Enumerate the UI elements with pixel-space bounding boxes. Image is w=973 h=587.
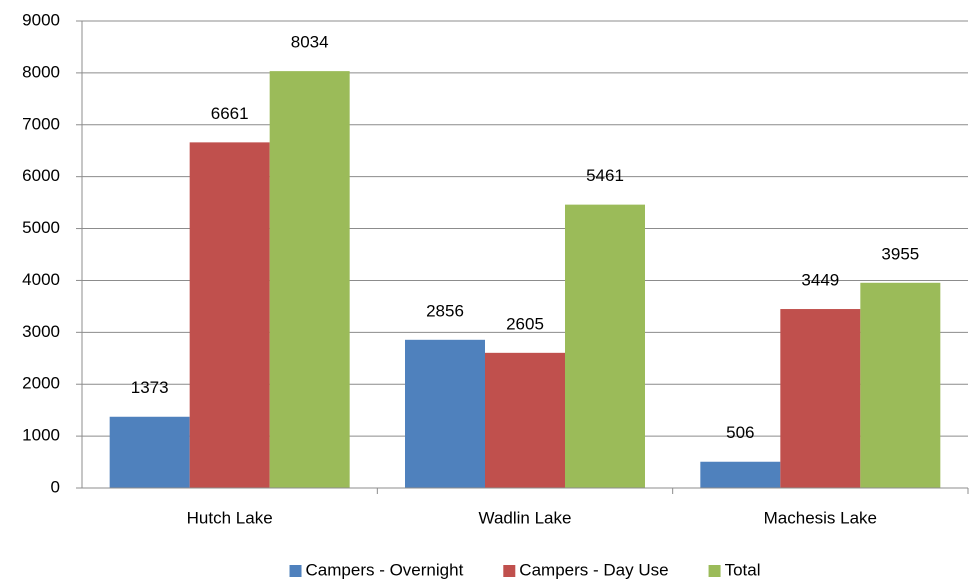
legend-swatch <box>708 565 721 577</box>
legend-label: Campers - Day Use <box>519 560 668 579</box>
y-tick-label: 2000 <box>22 374 60 393</box>
x-tick-label: Wadlin Lake <box>479 508 572 527</box>
y-tick-label: 4000 <box>22 270 60 289</box>
x-tick-label: Hutch Lake <box>187 508 273 527</box>
data-label: 1373 <box>131 378 169 397</box>
y-tick-label: 0 <box>51 477 60 496</box>
data-label: 8034 <box>291 33 329 52</box>
legend-label: Total <box>725 560 761 579</box>
y-tick-label: 6000 <box>22 166 60 185</box>
bar <box>405 339 485 488</box>
legend-swatch <box>289 565 302 577</box>
data-label: 3449 <box>801 271 839 290</box>
data-label: 6661 <box>211 104 249 123</box>
bar <box>189 142 270 489</box>
data-label: 506 <box>726 423 754 442</box>
x-tick-label: Machesis Lake <box>764 508 877 527</box>
y-tick-label: 8000 <box>22 62 60 81</box>
data-label: 2605 <box>506 314 544 333</box>
bar <box>860 282 941 488</box>
bar <box>700 461 781 488</box>
data-label: 2856 <box>426 301 464 320</box>
bar <box>269 71 350 488</box>
y-tick-label: 5000 <box>22 218 60 237</box>
y-tick-label: 3000 <box>22 322 60 341</box>
y-tick-label: 1000 <box>22 426 60 445</box>
legend-label: Campers - Overnight <box>306 560 464 579</box>
bar <box>485 352 565 488</box>
data-label: 5461 <box>586 166 624 185</box>
data-label: 3955 <box>881 244 919 263</box>
bar <box>565 204 645 489</box>
legend-swatch <box>503 565 516 577</box>
bar <box>780 309 861 488</box>
y-tick-label: 7000 <box>22 114 60 133</box>
y-tick-label: 9000 <box>22 10 60 29</box>
bar <box>109 416 190 488</box>
